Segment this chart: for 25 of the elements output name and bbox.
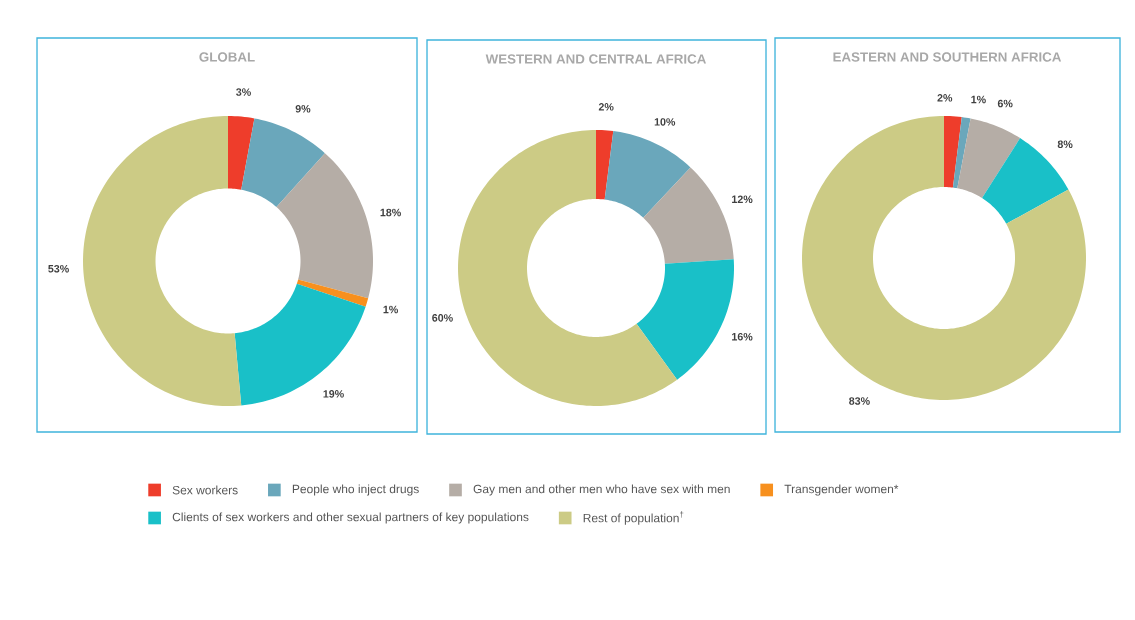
legend-label: Gay men and other men who have sex with men: [473, 484, 730, 496]
data-label: 10%: [654, 118, 676, 126]
data-label: 18%: [380, 208, 401, 217]
legend-label: People who inject drugs: [292, 484, 419, 496]
chart-title: EASTERN AND SOUTHERN AFRICA: [833, 52, 1062, 62]
data-label: 83%: [849, 397, 870, 405]
legend-label: Rest of population$^{†}$: [583, 511, 684, 525]
data-label: 2%: [598, 103, 614, 111]
data-label: 8%: [1057, 140, 1073, 149]
data-label: 16%: [732, 332, 753, 341]
data-label: 53%: [48, 264, 69, 273]
chart-title: GLOBAL: [199, 52, 255, 62]
legend-label: Transgender women*: [784, 484, 899, 496]
data-label: 9%: [295, 105, 311, 113]
data-label: 6%: [997, 99, 1013, 108]
data-label: 3%: [236, 88, 251, 96]
chart-title: WESTERN AND CENTRAL AFRICA: [485, 54, 706, 64]
data-label: 1%: [971, 95, 986, 104]
data-label: 60%: [432, 314, 453, 322]
data-label: 1%: [383, 305, 399, 314]
legend-label: Sex workers: [172, 485, 238, 495]
data-label: 19%: [323, 390, 344, 398]
data-label: 12%: [732, 195, 753, 204]
legend-label: Clients of sex workers and other sexual partners of key populations: [172, 512, 529, 524]
data-label: 2%: [937, 94, 953, 102]
